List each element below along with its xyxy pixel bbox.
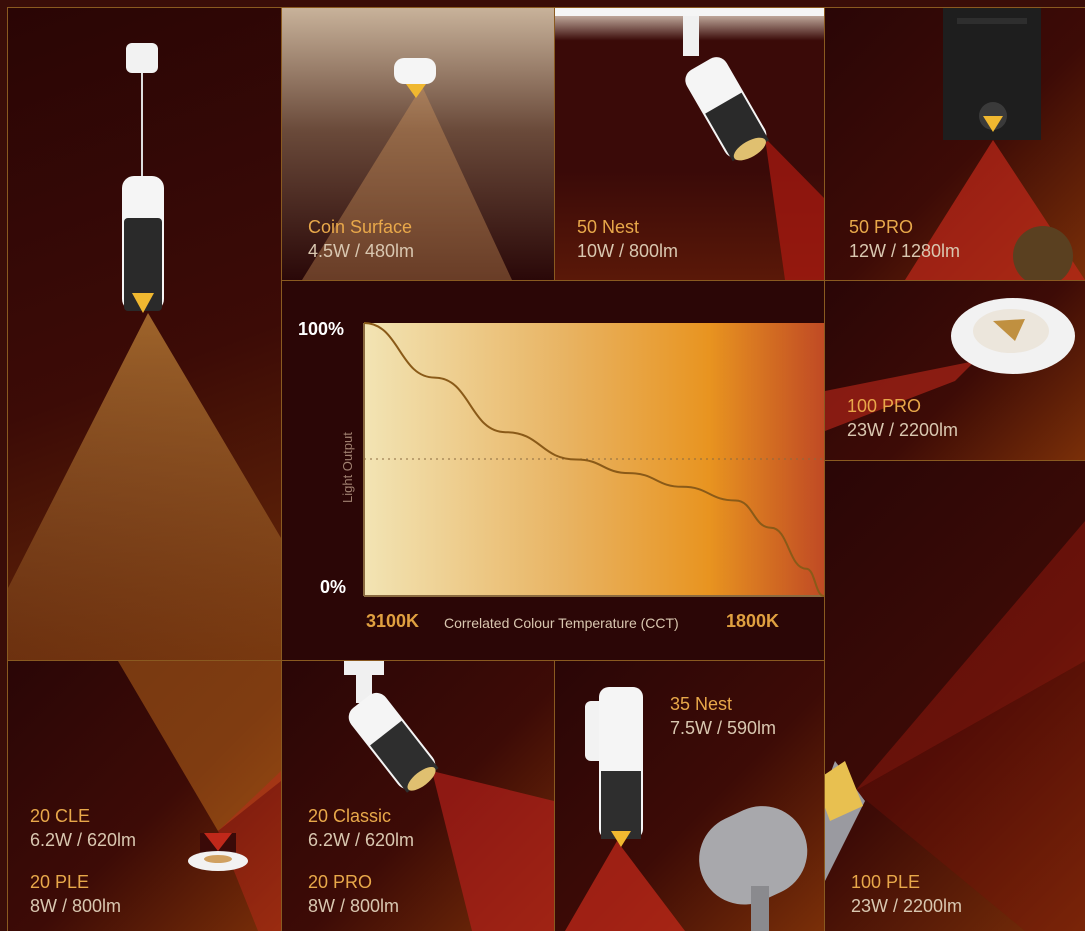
product-name: 100 PRO — [847, 396, 922, 416]
product-name: 50 Nest — [577, 217, 640, 237]
product-name: 100 PLE — [851, 872, 921, 892]
product-name: 35 Nest — [670, 694, 733, 714]
product-name: 50 PRO — [849, 217, 914, 237]
product-spec: 7.5W / 590lm — [670, 718, 777, 738]
product-spec: 10W / 800lm — [577, 241, 679, 261]
x-tick-left: 3100K — [366, 611, 420, 631]
y-tick-top: 100% — [298, 319, 345, 339]
x-tick-right: 1800K — [726, 611, 780, 631]
20-pro-label: 20 PRO 8W / 800lm — [308, 870, 399, 918]
100-pro-label: 100 PRO 23W / 2200lm — [847, 394, 958, 442]
product-name: 20 PRO — [308, 872, 373, 892]
track-spot-icon — [555, 8, 824, 280]
50-pro-label: 50 PRO 12W / 1280lm — [849, 215, 960, 263]
tile-50-pro: 50 PRO 12W / 1280lm — [824, 7, 1085, 281]
product-spec: 12W / 1280lm — [849, 241, 961, 261]
y-axis-label: Light Output — [340, 432, 355, 503]
product-name: Coin Surface — [308, 217, 413, 237]
20-cle-label: 20 CLE 6.2W / 620lm — [30, 804, 136, 852]
coin-light-icon — [302, 58, 512, 280]
tile-100-pro: 100 PRO 23W / 2200lm — [824, 280, 1085, 461]
tile-20-classic-pro: 20 Classic 6.2W / 620lm 20 PRO 8W / 800l… — [281, 660, 555, 931]
nest-spot-icon — [565, 687, 808, 931]
product-spec: 8W / 800lm — [30, 896, 122, 916]
50-nest-label: 50 Nest 10W / 800lm — [577, 215, 678, 263]
tile-100-ple: 100 PLE 23W / 2200lm — [824, 460, 1085, 931]
tile-coin-surface: Coin Surface 4.5W / 480lm — [281, 7, 555, 281]
100-ple-label: 100 PLE 23W / 2200lm — [851, 870, 962, 918]
product-spec: 6.2W / 620lm — [308, 830, 415, 850]
trimless-downlight-icon — [118, 661, 281, 931]
pro-downlight-icon — [905, 8, 1085, 280]
tile-35-nest: 35 Nest 7.5W / 590lm — [554, 660, 825, 931]
x-axis-label: Correlated Colour Temperature (CCT) — [444, 615, 679, 631]
chart-svg — [363, 322, 824, 597]
product-spec: 4.5W / 480lm — [308, 241, 415, 261]
pendant-light-icon — [8, 43, 281, 660]
product-name: 20 PLE — [30, 872, 90, 892]
light-output-curve — [363, 322, 824, 597]
product-name: 20 CLE — [30, 806, 91, 826]
light-output-chart: 100% 0% Light Output 3100K Correlated Co… — [281, 280, 825, 661]
product-name: 20 Classic — [308, 806, 392, 826]
20-ple-label: 20 PLE 8W / 800lm — [30, 870, 121, 918]
product-spec: 23W / 2200lm — [847, 420, 959, 440]
tile-20-cle-ple: 20 CLE 6.2W / 620lm 20 PLE 8W / 800lm — [7, 660, 282, 931]
coin-surface-label: Coin Surface 4.5W / 480lm — [308, 215, 414, 263]
product-spec: 6.2W / 620lm — [30, 830, 137, 850]
product-spec: 23W / 2200lm — [851, 896, 963, 916]
y-tick-bottom: 0% — [320, 577, 347, 597]
product-spec: 8W / 800lm — [308, 896, 400, 916]
classic-spot-icon — [344, 661, 554, 931]
recessed-downlight-icon — [825, 298, 1075, 431]
tile-50-nest: 50 Nest 10W / 800lm — [554, 7, 825, 281]
spike-light-icon — [825, 521, 1085, 931]
tile-pendant — [7, 7, 282, 661]
20-classic-label: 20 Classic 6.2W / 620lm — [308, 804, 414, 852]
35-nest-label: 35 Nest 7.5W / 590lm — [670, 692, 776, 740]
